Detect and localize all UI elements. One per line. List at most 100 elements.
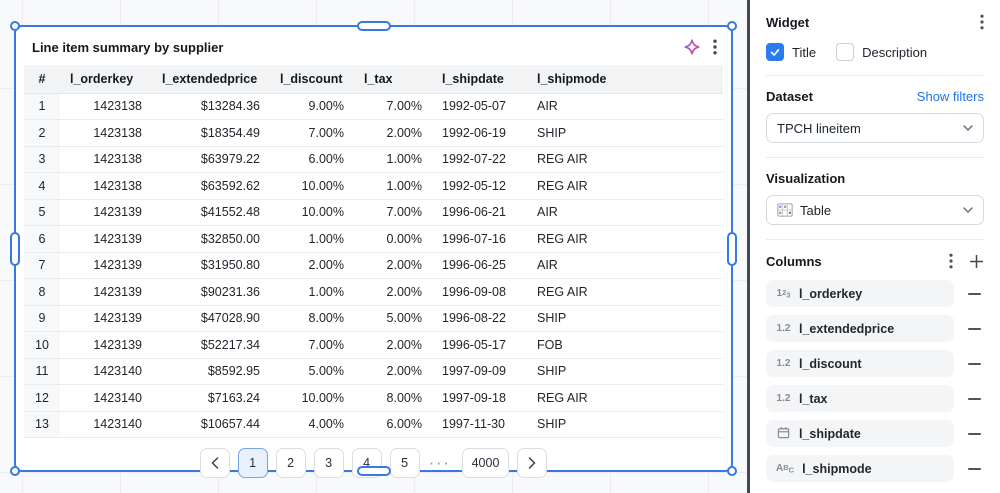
- pagination-page-button[interactable]: 2: [275, 448, 306, 478]
- row-number-cell: 13: [24, 411, 60, 438]
- column-pill-label: l_extendedprice: [799, 321, 895, 336]
- table-row[interactable]: 1 1423138 $13284.36 9.00% 7.00% 1992-05-07 AIR: [24, 93, 723, 120]
- table-cell: 9.00%: [270, 93, 354, 120]
- table-row[interactable]: 8 1423139 $90231.36 1.00% 2.00% 1996-09-08 REG…: [24, 278, 723, 306]
- column-header[interactable]: l_orderkey: [60, 65, 152, 94]
- table-cell: $18354.49: [152, 119, 270, 147]
- table-row[interactable]: 7 1423139 $31950.80 2.00% 2.00% 1996-06-25 AIR: [24, 252, 723, 279]
- column-pill-l_shipdate[interactable]: l_shipdate: [766, 420, 954, 447]
- table-cell: REG AIR: [527, 278, 723, 306]
- row-number-cell: 8: [24, 278, 60, 306]
- remove-column-button[interactable]: [954, 292, 984, 295]
- table-row[interactable]: 4 1423138 $63592.62 10.00% 1.00% 1992-05-12 RE…: [24, 172, 723, 200]
- table-cell: $13284.36: [152, 93, 270, 120]
- column-pill-l_extendedprice[interactable]: 1.2 l_extendedprice: [766, 315, 954, 342]
- pagination-page-button[interactable]: 5: [389, 448, 420, 478]
- table-row[interactable]: 6 1423139 $32850.00 1.00% 0.00% 1996-07-16 REG…: [24, 225, 723, 253]
- column-header[interactable]: #: [24, 65, 60, 94]
- table-cell: SHIP: [527, 119, 723, 147]
- table-row[interactable]: 13 1423140 $10657.44 4.00% 6.00% 1997-11-30 SH…: [24, 411, 723, 438]
- remove-column-button[interactable]: [954, 327, 984, 330]
- table-row[interactable]: 12 1423140 $7163.24 10.00% 8.00% 1997-09-18 RE…: [24, 384, 723, 412]
- widget-kebab-menu-icon[interactable]: [713, 39, 717, 55]
- table-row[interactable]: 10 1423139 $52217.34 7.00% 2.00% 1996-05-17 FO…: [24, 331, 723, 359]
- resize-handle-top-left[interactable]: [10, 21, 20, 31]
- pagination-page-button[interactable]: 3: [313, 448, 344, 478]
- resize-handle-right[interactable]: [727, 231, 737, 266]
- table-cell: 1992-06-19: [432, 119, 527, 147]
- widget-section-kebab-menu-icon[interactable]: [980, 14, 984, 30]
- minus-icon: [968, 327, 981, 330]
- table-row[interactable]: 9 1423139 $47028.90 8.00% 5.00% 1996-08-22 SHI…: [24, 305, 723, 332]
- show-filters-link[interactable]: Show filters: [916, 89, 984, 104]
- remove-column-button[interactable]: [954, 467, 984, 470]
- table-row[interactable]: 2 1423138 $18354.49 7.00% 2.00% 1992-06-19 SHI…: [24, 119, 723, 147]
- column-header[interactable]: l_shipdate: [432, 65, 527, 94]
- checkbox-checked-icon[interactable]: [766, 43, 784, 61]
- sparkle-ai-icon[interactable]: [683, 38, 701, 56]
- row-number-cell: 7: [24, 252, 60, 279]
- minus-icon: [968, 362, 981, 365]
- table-cell: 1996-08-22: [432, 305, 527, 332]
- pagination-last-page-button[interactable]: 4000: [461, 448, 510, 478]
- remove-column-button[interactable]: [954, 432, 984, 435]
- column-pill-l_shipmode[interactable]: ABC l_shipmode: [766, 455, 954, 482]
- table-row[interactable]: 5 1423139 $41552.48 10.00% 7.00% 1996-06-21 AI…: [24, 199, 723, 226]
- pagination-prev-button[interactable]: [199, 448, 230, 478]
- minus-icon: [968, 397, 981, 400]
- date-type-icon: [776, 426, 791, 442]
- pagination-ellipsis: ···: [429, 455, 452, 471]
- table-widget[interactable]: Line item summary by supplier: [10, 21, 737, 478]
- pagination-next-button[interactable]: [517, 448, 548, 478]
- dashboard-canvas[interactable]: Line item summary by supplier: [0, 0, 747, 493]
- row-number-cell: 3: [24, 146, 60, 173]
- table-cell: 1992-05-12: [432, 172, 527, 200]
- resize-handle-bottom-right[interactable]: [727, 466, 737, 476]
- column-list-item: 1.2 l_tax: [766, 385, 984, 412]
- add-column-plus-icon[interactable]: [969, 254, 984, 269]
- column-header[interactable]: l_tax: [354, 65, 432, 94]
- data-table: # l_orderkey l_extendedprice l_discount l_ta…: [24, 65, 723, 438]
- resize-handle-bottom-left[interactable]: [10, 466, 20, 476]
- column-header[interactable]: l_extendedprice: [152, 65, 270, 94]
- table-cell: AIR: [527, 199, 723, 226]
- resize-handle-top-right[interactable]: [727, 21, 737, 31]
- resize-handle-bottom[interactable]: [356, 466, 391, 476]
- dataset-select[interactable]: TPCH lineitem: [766, 113, 984, 143]
- column-pill-label: l_shipmode: [802, 461, 872, 476]
- table-row[interactable]: 11 1423140 $8592.95 5.00% 2.00% 1997-09-09 SHI…: [24, 358, 723, 385]
- table-cell: 1996-05-17: [432, 331, 527, 359]
- visualization-select-value: Table: [800, 202, 832, 218]
- table-cell: 7.00%: [270, 119, 354, 147]
- column-header[interactable]: l_discount: [270, 65, 354, 94]
- table-cell: $52217.34: [152, 331, 270, 359]
- table-row[interactable]: 3 1423138 $63979.22 6.00% 1.00% 1992-07-22 REG…: [24, 146, 723, 173]
- table-cell: 2.00%: [354, 331, 432, 359]
- checkbox-description[interactable]: Description: [836, 43, 927, 61]
- columns-kebab-menu-icon[interactable]: [949, 253, 953, 269]
- column-pill-l_tax[interactable]: 1.2 l_tax: [766, 385, 954, 412]
- remove-column-button[interactable]: [954, 362, 984, 365]
- table-cell: $90231.36: [152, 278, 270, 306]
- table-cell: 7.00%: [354, 199, 432, 226]
- pagination-page-button[interactable]: 1: [237, 448, 268, 478]
- remove-column-button[interactable]: [954, 397, 984, 400]
- resize-handle-top[interactable]: [356, 21, 391, 31]
- checkbox-title[interactable]: Title: [766, 43, 816, 61]
- row-number-cell: 12: [24, 384, 60, 412]
- table-cell: 2.00%: [354, 252, 432, 279]
- visualization-select[interactable]: Table: [766, 195, 984, 225]
- column-list-item: l_shipdate: [766, 420, 984, 447]
- column-pill-l_discount[interactable]: 1.2 l_discount: [766, 350, 954, 377]
- table-cell: REG AIR: [527, 384, 723, 412]
- dataset-section-title: Dataset: [766, 89, 813, 104]
- checkbox-unchecked-icon[interactable]: [836, 43, 855, 61]
- column-pill-l_orderkey[interactable]: 123 l_orderkey: [766, 280, 954, 307]
- resize-handle-left[interactable]: [10, 231, 20, 266]
- column-header[interactable]: l_shipmode: [527, 65, 723, 94]
- panel-resize-divider[interactable]: [747, 0, 750, 493]
- decimal-type-icon: 1.2: [776, 392, 791, 404]
- table-cell: 1996-06-25: [432, 252, 527, 279]
- table-cell: 1423138: [60, 93, 152, 120]
- row-number-cell: 1: [24, 93, 60, 120]
